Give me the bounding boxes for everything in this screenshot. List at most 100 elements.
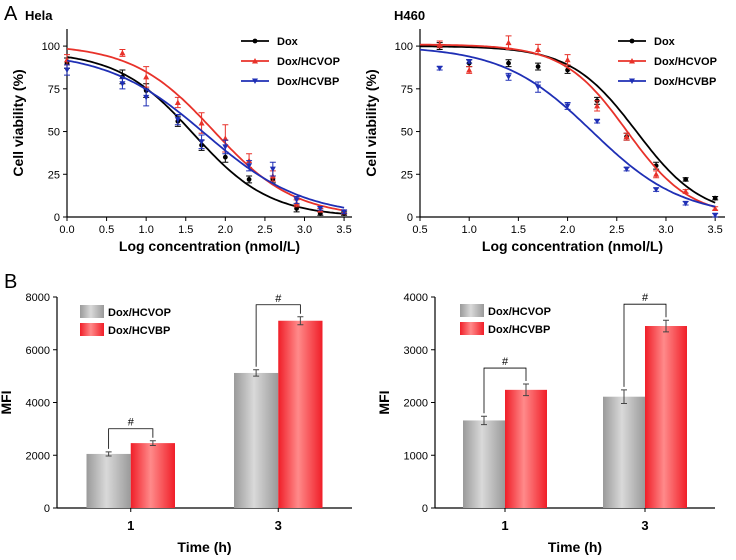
x-tick-label: 3.0	[297, 224, 312, 236]
legend-swatch-dox-hcvbp	[80, 323, 104, 336]
y-tick-label: 0	[407, 212, 413, 224]
data-point-dox	[222, 154, 228, 160]
legend-swatch-dox-hcvbp	[460, 322, 484, 335]
data-point-dox-hcvop	[623, 133, 630, 140]
data-point-dox-hcvop	[119, 49, 126, 56]
x-axis-title: Log concentration (nmol/L)	[119, 238, 300, 254]
legend-marker-dox-hcvbp	[629, 78, 635, 84]
error-bar	[523, 383, 529, 397]
y-tick-label: 3000	[404, 345, 428, 357]
data-point-dox-hcvbp	[64, 67, 70, 74]
legend-label: Dox	[654, 36, 676, 48]
fit-curve-dox-hcvop	[419, 43, 716, 208]
fit-curve-dox-hcvop	[66, 48, 345, 212]
x-tick-label: 3.5	[336, 224, 351, 236]
legend-marker-dox-hcvop	[252, 58, 258, 64]
y-tick-label: 25	[48, 169, 60, 181]
y-axis-title: Cell viability (%)	[363, 69, 379, 176]
data-point-dox-hcvbp	[317, 205, 324, 212]
legend-label: Dox/HCVOP	[488, 306, 551, 318]
legend-marker-dox	[629, 38, 635, 44]
y-tick-label: 2000	[404, 398, 428, 410]
y-tick-label: 2000	[26, 450, 50, 462]
x-tick-label: 0.5	[412, 224, 427, 236]
x-tick-label: 1.0	[139, 224, 154, 236]
error-bar	[297, 316, 304, 326]
data-point-dox-hcvop	[198, 120, 205, 126]
bar-dox-hcvbp-1h	[505, 389, 547, 508]
x-tick-label: 2.5	[257, 224, 272, 236]
y-tick-label: 6000	[26, 345, 50, 357]
y-tick-label: 75	[401, 84, 413, 96]
y-tick-label: 50	[48, 127, 60, 139]
error-bar	[149, 440, 156, 446]
data-point-dox-hcvbp	[535, 84, 542, 91]
data-point-dox-hcvbp	[712, 212, 719, 219]
significance-bracket	[623, 303, 667, 387]
data-point-dox-hcvop	[535, 46, 542, 53]
significance-marker: #	[502, 356, 509, 368]
legend-marker-dox-hcvbp	[252, 78, 258, 84]
y-tick-label: 0	[44, 503, 50, 515]
legend-marker-dox-hcvop	[629, 58, 635, 64]
h460-viability-chart: 0.5 1.0 1.5 2.0 2.5 3.0 3.5 0 25 50 75 100 Log conce…	[363, 8, 725, 254]
legend-label: Dox/HCVOP	[277, 56, 340, 68]
x-tick-label: 2.0	[560, 224, 575, 236]
data-point-dox-hcvop	[564, 56, 571, 63]
y-tick-label: 4000	[404, 292, 428, 304]
data-point-dox-hcvbp	[594, 118, 601, 125]
x-tick-label: 1.0	[462, 224, 477, 236]
data-point-dox	[535, 64, 541, 69]
data-point-dox-hcvbp	[143, 94, 150, 101]
y-tick-label: 8000	[26, 292, 50, 304]
panel-label-b: B	[4, 271, 17, 293]
legend-label: Dox/HCVBP	[488, 324, 550, 336]
bar-dox-hcvop-3h	[603, 396, 645, 508]
data-point-dox	[712, 195, 718, 201]
data-point-dox-hcvop	[222, 135, 229, 141]
x-tick-label: 3.0	[658, 224, 673, 236]
data-point-dox-hcvop	[682, 188, 689, 194]
x-tick-label: 3	[641, 518, 648, 533]
fit-curve-dox-hcvbp	[66, 59, 345, 209]
bar-dox-hcvbp-3h	[278, 320, 323, 508]
legend-label: Dox/HCVOP	[108, 307, 171, 319]
panel-label-a: A	[4, 3, 18, 25]
data-point-dox-hcvbp	[269, 166, 276, 173]
error-bar	[621, 389, 627, 405]
data-point-dox-hcvop	[436, 41, 443, 47]
data-point-dox-hcvop	[653, 171, 660, 177]
data-point-dox-hcvbp	[293, 197, 300, 203]
y-tick-label: 50	[401, 127, 413, 139]
y-tick-label: 1000	[404, 450, 428, 462]
hela-viability-chart: 0.0 0.5 1.0 1.5 2.0 2.5 3.0 3.5 0 25 50 75 100 Log co…	[10, 8, 352, 254]
legend-label: Dox	[277, 36, 299, 48]
chart-title: H460	[394, 8, 425, 23]
bar-dox-hcvop-1h	[86, 453, 131, 508]
data-point-dox-hcvbp	[505, 74, 512, 80]
hela-mfi-bar-chart: 0 2000 4000 6000 8000 1 #3 # Time (h) MFI Dox/HCVO…	[0, 292, 352, 555]
legend-label: Dox/HCVBP	[654, 76, 716, 88]
legend-label: Dox/HCVBP	[108, 325, 170, 337]
y-tick-label: 100	[395, 41, 413, 53]
data-point-dox-hcvbp	[222, 144, 229, 150]
y-tick-label: 0	[422, 503, 428, 515]
data-point-dox-hcvop	[712, 205, 719, 211]
data-point-dox-hcvbp	[682, 200, 689, 207]
x-tick-label: 1	[501, 518, 508, 533]
data-point-dox-hcvbp	[174, 117, 181, 123]
data-point-dox	[294, 206, 299, 211]
error-bar	[663, 319, 669, 333]
x-tick-label: 2.5	[609, 224, 624, 236]
data-point-dox-hcvbp	[198, 139, 205, 145]
significance-bracket	[255, 304, 301, 367]
x-tick-label: 1.5	[511, 224, 526, 236]
y-tick-label: 100	[42, 41, 60, 53]
error-bar	[481, 415, 487, 426]
data-point-dox	[683, 177, 689, 182]
y-tick-label: 25	[401, 169, 413, 181]
y-tick-label: 0	[54, 212, 60, 224]
data-point-dox-hcvbp	[466, 58, 473, 65]
data-point-dox-hcvbp	[119, 81, 126, 87]
